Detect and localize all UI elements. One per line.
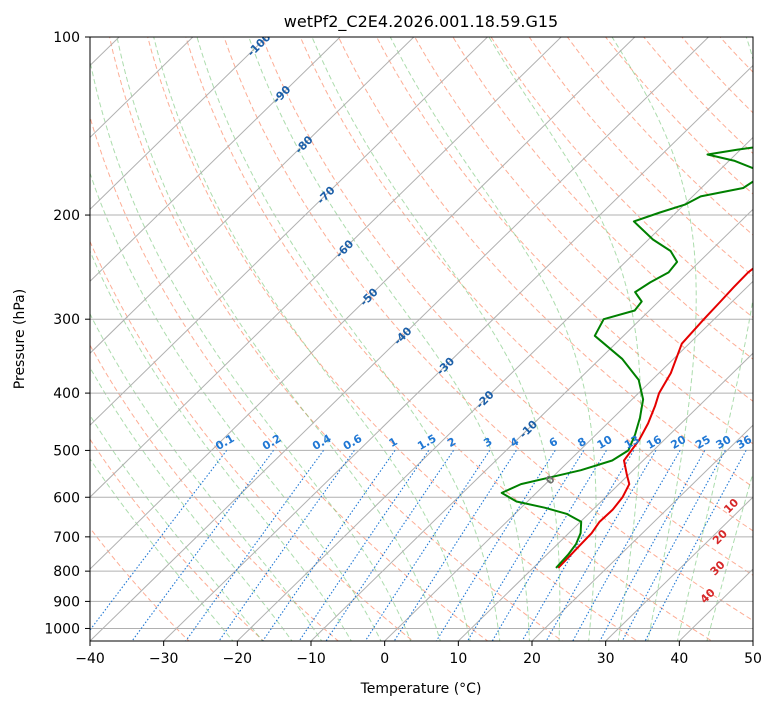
mixing-ratio-line xyxy=(545,450,657,641)
mixing-ratio-label: 36 xyxy=(734,433,754,452)
mixing-ratio-line xyxy=(131,450,274,641)
x-tick-label: −30 xyxy=(149,651,179,667)
x-tick-label: 40 xyxy=(670,651,688,667)
isotherm-line xyxy=(162,64,753,641)
x-tick-label: 50 xyxy=(744,651,762,667)
isotherm-line xyxy=(457,352,753,641)
y-tick-label: 900 xyxy=(53,594,80,610)
isotherm-line xyxy=(90,37,489,426)
mixing-ratio-line xyxy=(185,450,324,641)
dry-adiabat-line xyxy=(90,438,265,641)
y-tick-label: 200 xyxy=(53,208,80,224)
y-tick-label: 700 xyxy=(53,530,80,546)
dry-adiabat-line xyxy=(109,37,564,641)
dry-adiabat-line xyxy=(414,37,753,402)
isotherm-line xyxy=(383,280,753,641)
isotherm-line xyxy=(90,37,710,641)
x-tick-label: 20 xyxy=(523,651,541,667)
dry-adiabat-line xyxy=(643,37,753,155)
chart-title: wetPf2_C2E4.2026.001.18.59.G15 xyxy=(284,12,558,32)
isotherm-line xyxy=(531,424,753,641)
isotherm-line xyxy=(90,37,562,498)
mixing-ratio-line xyxy=(218,450,355,641)
x-tick-label: −40 xyxy=(75,651,105,667)
x-tick-label: 0 xyxy=(380,651,389,667)
isotherm-line xyxy=(310,208,753,641)
dry-adiabat-line xyxy=(490,37,753,319)
dry-adiabat-line xyxy=(223,37,753,622)
dry-adiabat-line xyxy=(90,240,414,641)
mixing-ratio-line xyxy=(325,450,454,641)
dry-adiabat-line xyxy=(261,37,753,576)
series-layer xyxy=(500,146,753,569)
y-tick-label: 100 xyxy=(53,30,80,46)
isotherm-line xyxy=(90,37,636,570)
mixing-ratio-line xyxy=(364,450,491,641)
dry-adiabat-line xyxy=(147,37,639,641)
dewpoint-profile-line xyxy=(500,146,753,569)
isotherm-line xyxy=(90,37,415,354)
mixing-ratio-line xyxy=(466,450,585,641)
y-tick-label: 1000 xyxy=(44,621,80,637)
x-tick-label: 30 xyxy=(597,651,615,667)
pressure-grid xyxy=(90,37,753,629)
y-tick-label: 800 xyxy=(53,564,80,580)
x-axis-title: Temperature (°C) xyxy=(360,681,482,697)
mixing-ratio-lines xyxy=(90,450,747,641)
isotherm-line xyxy=(236,136,753,641)
mixing-ratio-line xyxy=(435,450,556,641)
isotherm-line xyxy=(90,37,341,282)
dry-adiabat-line xyxy=(528,37,753,277)
dry-adiabat-line xyxy=(337,37,753,488)
mixing-ratio-line xyxy=(644,450,747,641)
mixing-ratio-line xyxy=(621,450,726,641)
temperature-profile-line xyxy=(557,267,753,569)
y-tick-label: 600 xyxy=(53,490,80,506)
isotherm-line xyxy=(604,496,753,641)
mixing-ratio-line xyxy=(298,450,430,641)
mixing-ratio-line xyxy=(521,450,635,641)
x-tick-label: −20 xyxy=(223,651,253,667)
dry-adiabat-line xyxy=(90,527,190,641)
dry-adiabat-line xyxy=(376,37,753,445)
mixing-ratio-line xyxy=(262,450,396,641)
y-axis-ticks: 100 200 300 400 500 600 700 800 900 1000 xyxy=(44,30,90,637)
y-tick-label: 500 xyxy=(53,443,80,459)
isotherm-line xyxy=(90,37,194,139)
y-tick-label: 400 xyxy=(53,386,80,402)
isotherms xyxy=(90,37,753,641)
y-axis-title: Pressure (hPa) xyxy=(12,289,28,389)
x-axis-ticks: −40 −30 −20 −10 0 10 20 30 40 50 xyxy=(75,641,762,667)
dry-adiabat-line xyxy=(90,115,489,641)
x-tick-label: 10 xyxy=(449,651,467,667)
plot-frame xyxy=(89,36,754,642)
moist-adiabat-line xyxy=(90,58,412,641)
x-tick-label: −10 xyxy=(296,651,326,667)
mixing-ratio-line xyxy=(491,450,607,641)
y-tick-label: 300 xyxy=(53,312,80,328)
isotherm-line xyxy=(90,37,268,211)
dry-adiabat-line xyxy=(604,37,753,195)
moist-adiabat-line xyxy=(90,171,382,641)
